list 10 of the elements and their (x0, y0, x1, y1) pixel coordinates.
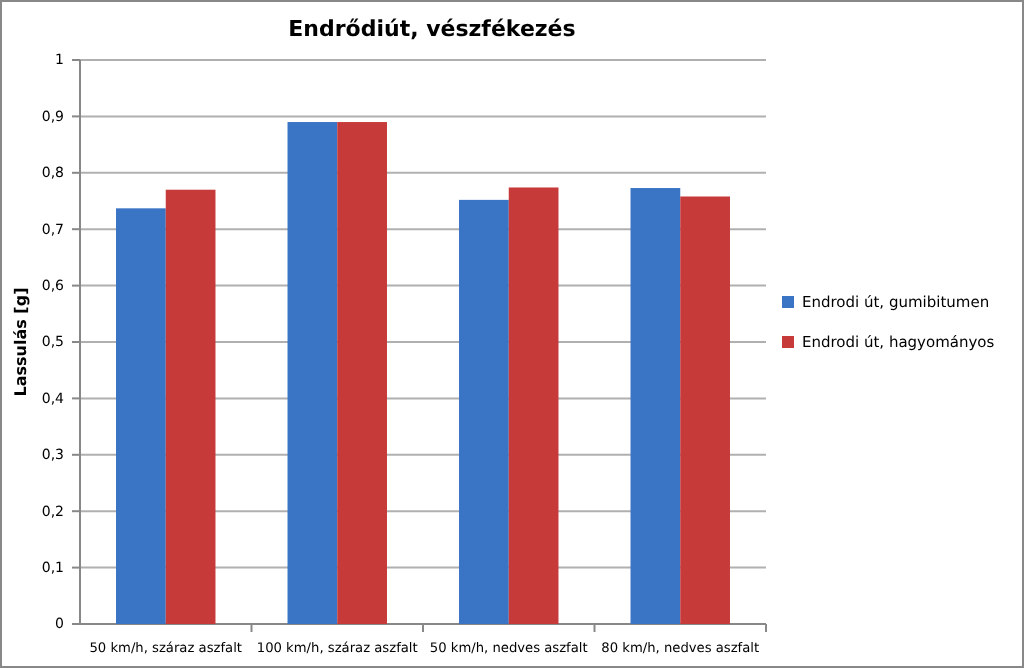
bar (630, 188, 681, 624)
bar (680, 196, 730, 624)
bar (116, 208, 166, 624)
y-axis-title: Lassulás [g] (12, 287, 30, 397)
chart-title: Endrődiút, vészfékezés (288, 16, 577, 42)
bar (337, 122, 387, 624)
bar (508, 187, 559, 624)
bar (165, 189, 216, 624)
bar (287, 122, 338, 624)
bar (459, 199, 509, 624)
